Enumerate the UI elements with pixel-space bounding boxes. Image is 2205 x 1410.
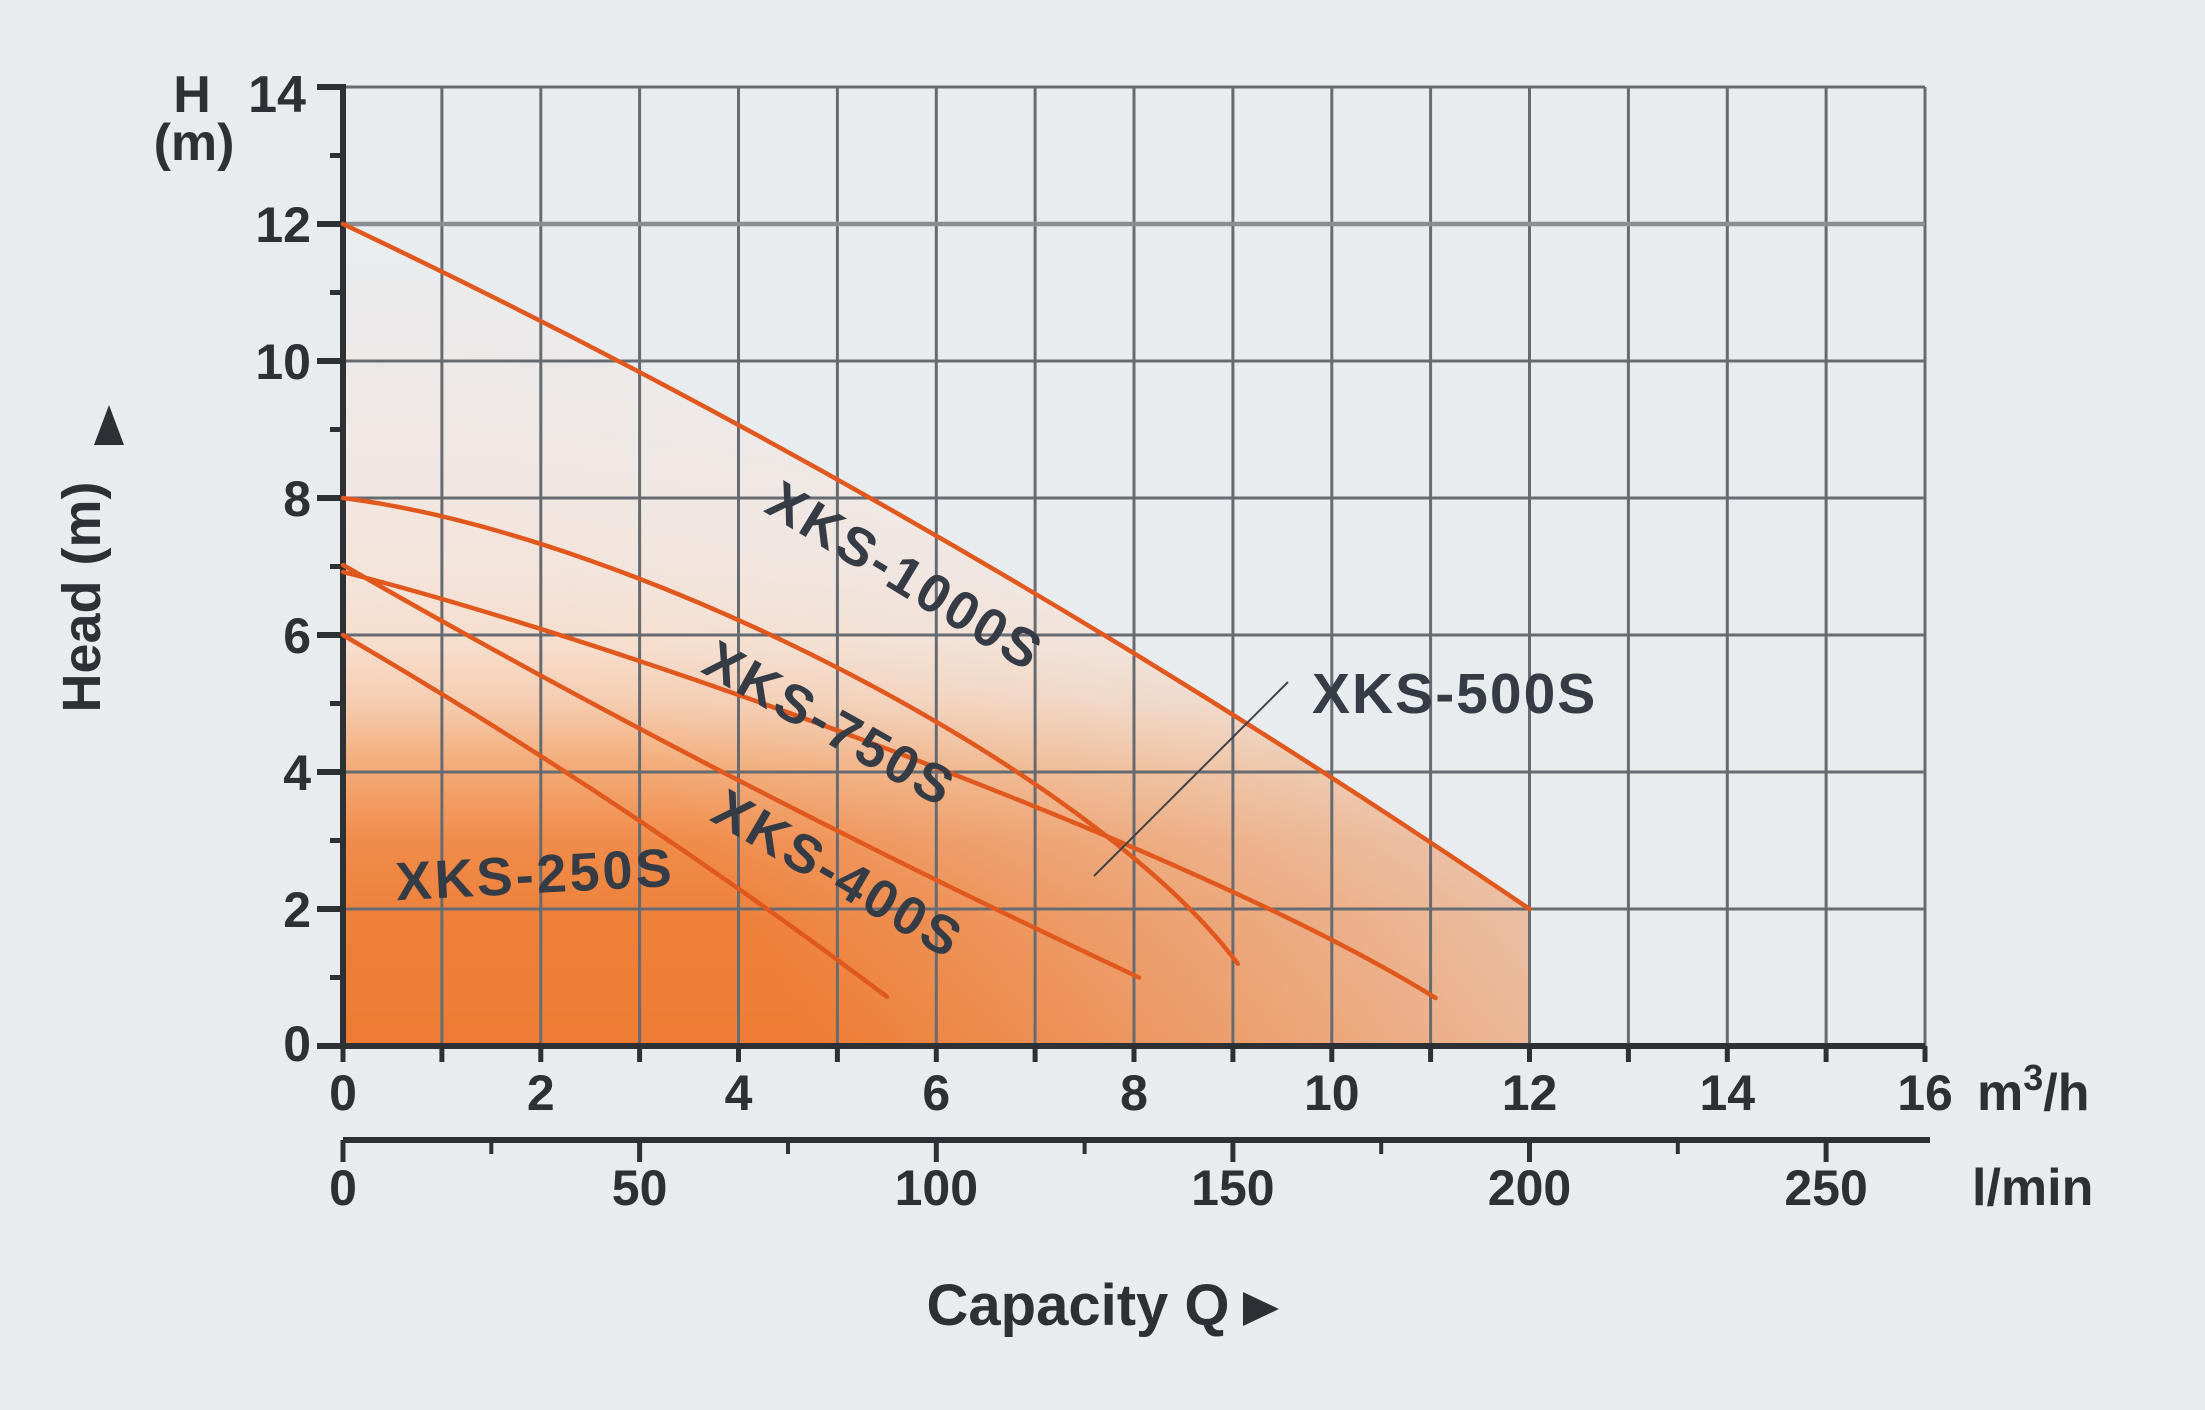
svg-text:6: 6 bbox=[283, 608, 311, 664]
svg-text:XKS-250S: XKS-250S bbox=[394, 838, 676, 913]
svg-text:14: 14 bbox=[248, 66, 306, 124]
svg-text:0: 0 bbox=[329, 1160, 357, 1216]
svg-text:50: 50 bbox=[612, 1160, 668, 1216]
svg-text:XKS-500S: XKS-500S bbox=[1312, 662, 1597, 726]
svg-text:250: 250 bbox=[1784, 1160, 1867, 1216]
svg-text:8: 8 bbox=[283, 471, 311, 527]
svg-text:16: 16 bbox=[1897, 1065, 1953, 1121]
svg-text:(m): (m) bbox=[154, 114, 235, 172]
svg-text:0: 0 bbox=[283, 1016, 311, 1072]
svg-text:0: 0 bbox=[329, 1065, 357, 1121]
svg-text:200: 200 bbox=[1488, 1160, 1571, 1216]
svg-text:12: 12 bbox=[1502, 1065, 1558, 1121]
svg-text:4: 4 bbox=[725, 1065, 753, 1121]
svg-text:2: 2 bbox=[283, 882, 311, 938]
svg-text:Capacity Q: Capacity Q bbox=[927, 1273, 1230, 1338]
svg-text:10: 10 bbox=[255, 334, 311, 390]
svg-text:150: 150 bbox=[1191, 1160, 1274, 1216]
svg-text:4: 4 bbox=[283, 745, 311, 801]
svg-text:2: 2 bbox=[527, 1065, 555, 1121]
svg-text:6: 6 bbox=[922, 1065, 950, 1121]
svg-text:14: 14 bbox=[1699, 1065, 1755, 1121]
svg-text:10: 10 bbox=[1304, 1065, 1360, 1121]
svg-text:H: H bbox=[173, 66, 211, 124]
svg-text:Head (m): Head (m) bbox=[52, 481, 112, 712]
svg-text:l/min: l/min bbox=[1972, 1159, 2093, 1217]
svg-text:8: 8 bbox=[1120, 1065, 1148, 1121]
svg-text:100: 100 bbox=[895, 1160, 978, 1216]
svg-text:12: 12 bbox=[255, 197, 311, 253]
